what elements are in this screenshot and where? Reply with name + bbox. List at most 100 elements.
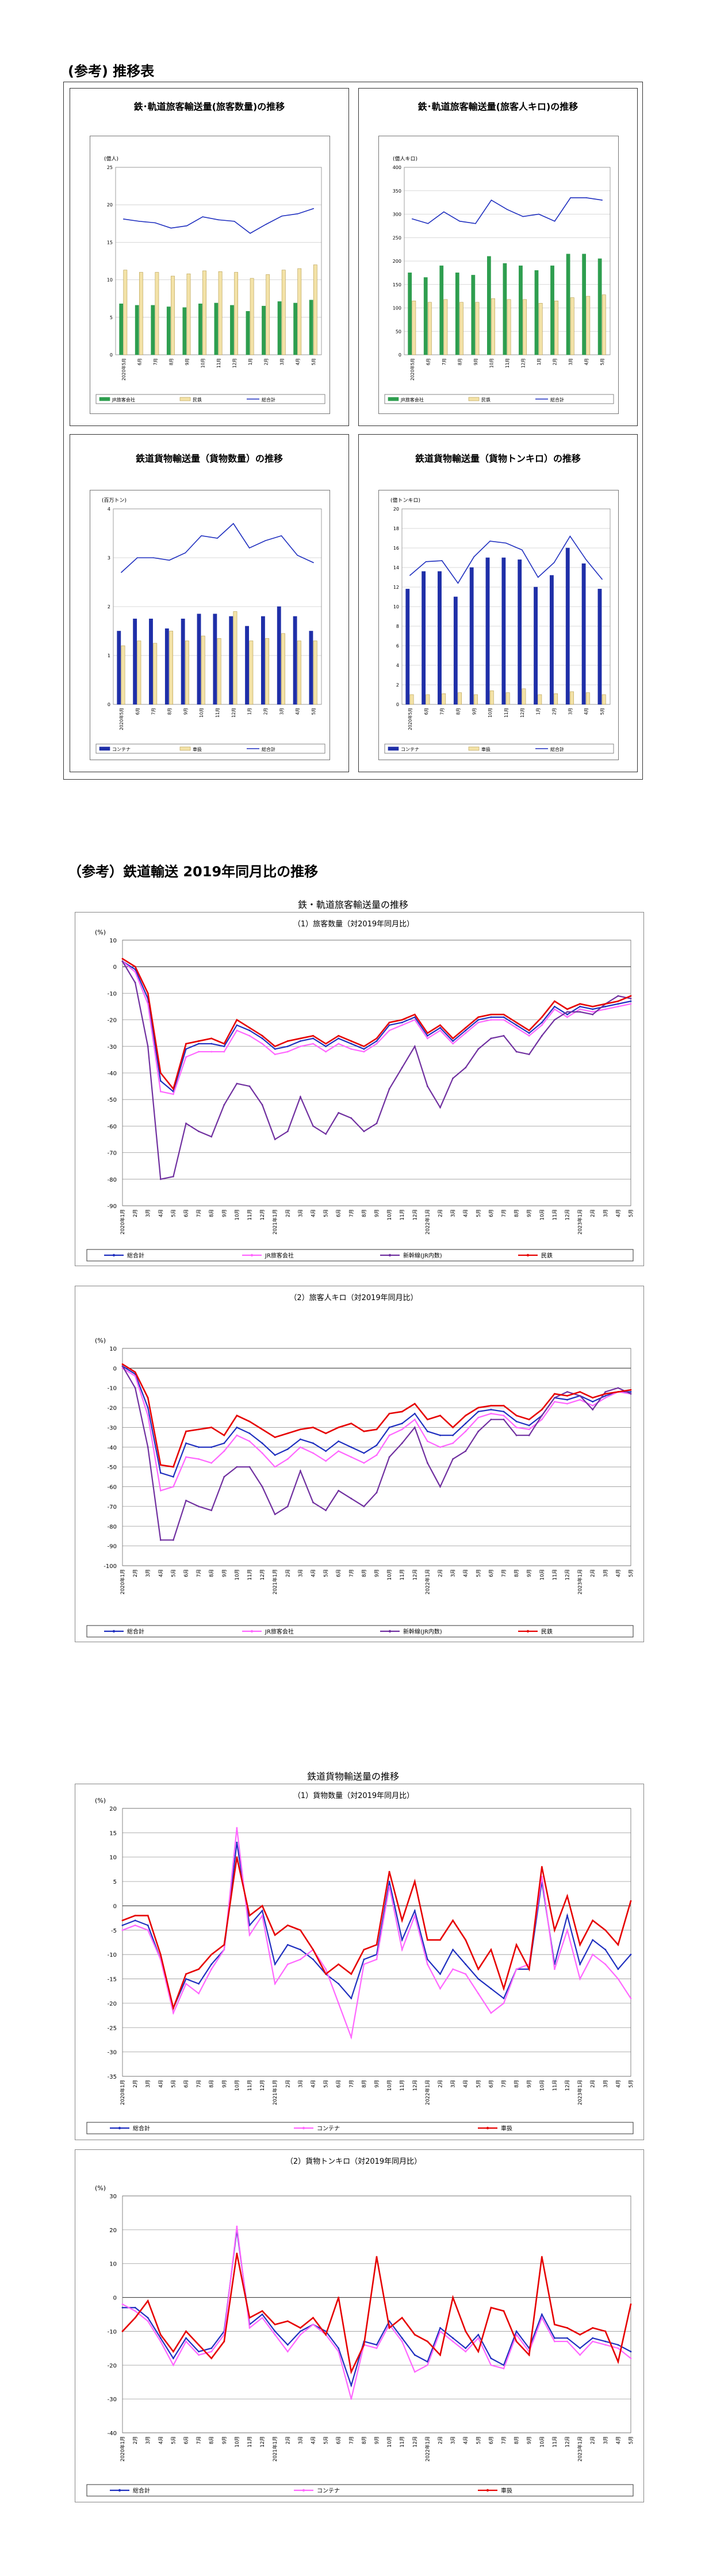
bar-a: [597, 258, 602, 355]
legend-label: 車扱: [501, 2487, 512, 2494]
legend-label: コンテナ: [112, 747, 131, 752]
bar-b: [409, 694, 414, 705]
data-point: [210, 1037, 213, 1040]
bar-b: [313, 641, 317, 705]
bar-b: [217, 638, 221, 705]
chart-frame: (億トンキロ) 0 2 4 6 8 10 12 14 16 18 20 2020年5月 6月 7月 8月 9月 1…: [378, 490, 619, 760]
data-point: [617, 2344, 619, 2346]
series-line-total: [412, 197, 603, 224]
x-tick-label: 7月: [197, 1209, 202, 1217]
data-point: [528, 1434, 530, 1436]
x-tick-label: 2月: [438, 1569, 444, 1577]
bar-a: [550, 265, 554, 355]
legend-label: 総合計: [133, 2125, 150, 2132]
data-point: [261, 1452, 263, 1454]
data-point: [338, 2347, 340, 2349]
data-point: [579, 1978, 581, 1980]
data-point: [286, 1432, 289, 1435]
data-point: [630, 1389, 632, 1391]
data-point: [401, 1024, 403, 1026]
bar-a: [518, 559, 522, 705]
x-tick-label: 10月: [387, 1209, 393, 1220]
x-tick-label: 10月: [200, 358, 205, 368]
data-point: [541, 1021, 543, 1023]
legend-label: コンテナ: [317, 2487, 340, 2494]
x-tick-label: 1月: [536, 708, 541, 715]
data-point: [617, 1006, 619, 1007]
data-point: [439, 2327, 441, 2329]
x-tick-label: 8月: [362, 2080, 367, 2088]
chart-frame-freight-tonkm-yoy: （2）貨物トンキロ（対2019年同月比） (%) 30 20 10 0 -10 -20 -30 -…: [75, 2149, 644, 2502]
data-point: [223, 1450, 225, 1452]
x-tick-label: 8月: [362, 1569, 367, 1577]
bar-a: [117, 631, 121, 705]
x-tick-label: 10月: [199, 708, 204, 718]
data-point: [554, 1397, 555, 1399]
legend-marker: [112, 1254, 116, 1257]
x-tick-label: 3月: [451, 2080, 457, 2088]
x-tick-label: 11月: [247, 2436, 253, 2447]
y-tick-label: 350: [393, 189, 401, 194]
data-point: [325, 1460, 327, 1462]
bar-b: [137, 641, 141, 705]
data-point: [210, 2351, 213, 2353]
data-point: [173, 2364, 174, 2366]
x-tick-label: 8月: [362, 1209, 367, 1217]
data-point: [413, 1045, 416, 1048]
data-point: [376, 1040, 378, 1042]
data-point: [503, 1034, 505, 1037]
legend-box: [86, 2484, 634, 2497]
legend-swatch: [99, 397, 110, 401]
x-tick-label: 11月: [215, 708, 220, 718]
x-tick-label: 4月: [463, 2436, 469, 2444]
data-point: [439, 1486, 441, 1488]
data-point: [312, 1949, 314, 1951]
bar-b: [233, 611, 237, 705]
bar-a: [309, 631, 313, 705]
data-point: [566, 1016, 568, 1018]
data-point: [147, 1414, 149, 1417]
data-point: [388, 1413, 390, 1414]
chart-frame-passenger-km-yoy: （2）旅客人キロ（対2019年同月比） (%) 10 0 -10 -20 -30 -40 -50…: [75, 1286, 644, 1642]
section2-title: （参考）鉄道輸送 2019年同月比の推移: [68, 864, 319, 880]
data-point: [617, 1003, 619, 1005]
data-point: [541, 1024, 543, 1026]
data-point: [427, 1939, 428, 1941]
chart-title: （2）旅客人キロ（対2019年同月比）: [289, 1293, 417, 1302]
y-tick-label: -80: [108, 1177, 117, 1183]
data-point: [592, 2327, 594, 2329]
bar-a: [277, 301, 282, 355]
data-point: [630, 1998, 632, 1999]
data-point: [185, 1042, 187, 1045]
data-point: [236, 2252, 238, 2255]
data-point: [630, 1900, 632, 1902]
data-point: [350, 1048, 352, 1050]
data-point: [286, 1130, 289, 1133]
x-tick-label: 1月: [248, 358, 253, 365]
data-point: [566, 1011, 568, 1013]
data-point: [592, 1013, 594, 1015]
y-tick-label: -35: [108, 2074, 117, 2080]
data-point: [134, 971, 136, 973]
data-point: [477, 2337, 480, 2339]
y-tick-label: -20: [108, 1405, 117, 1412]
y-tick-label: 2: [396, 683, 399, 688]
data-point: [210, 1462, 213, 1464]
x-tick-label: 4月: [584, 358, 589, 365]
data-point: [413, 2354, 416, 2356]
data-point: [592, 1405, 594, 1407]
bar-a: [469, 567, 474, 705]
x-tick-label: 2月: [263, 708, 269, 715]
data-point: [338, 1983, 340, 1985]
data-point: [261, 2317, 263, 2319]
data-point: [185, 2337, 187, 2339]
data-point: [312, 1501, 314, 1504]
bar-a: [487, 256, 491, 355]
x-tick-label: 12月: [232, 358, 237, 368]
chart-frame: (百万トン) 0 1 2 3 4 2020年5月 6月 7月 8月 9月 10月 11月 12月 1月 2月 3…: [90, 490, 330, 760]
data-point: [350, 1973, 352, 1975]
legend-marker: [250, 1254, 254, 1257]
data-point: [325, 1509, 327, 1512]
x-tick-label: 3月: [279, 358, 285, 365]
data-point: [515, 1027, 518, 1029]
